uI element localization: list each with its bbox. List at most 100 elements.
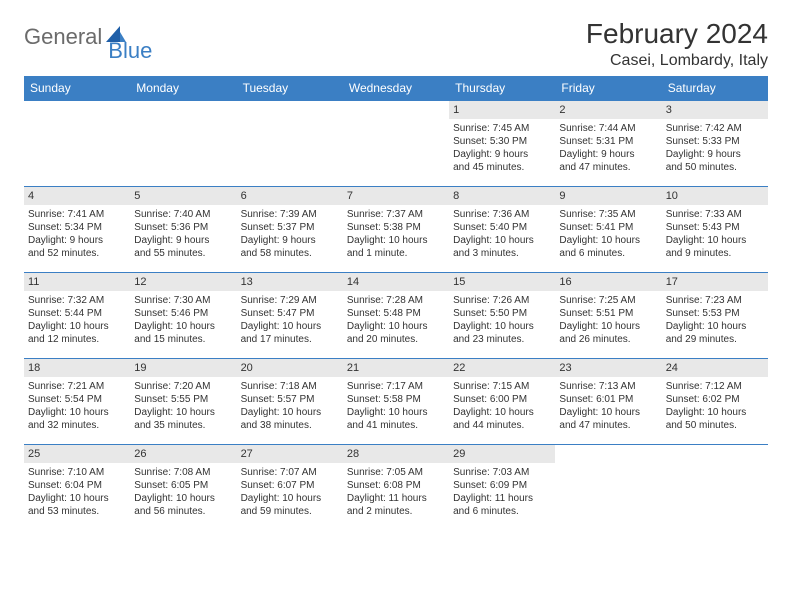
calendar-cell: 20Sunrise: 7:18 AMSunset: 5:57 PMDayligh… [237, 359, 343, 445]
day-header: Tuesday [237, 76, 343, 101]
daylight-text: and 56 minutes. [134, 505, 232, 518]
calendar-cell: 15Sunrise: 7:26 AMSunset: 5:50 PMDayligh… [449, 273, 555, 359]
daylight-text: Daylight: 11 hours [453, 492, 551, 505]
calendar-week-row: 25 Sunrise: 7:10 AMSunset: 6:04 PM Dayligh… [24, 445, 768, 531]
day-number: 6 [237, 187, 343, 205]
sunset-text: Sunset: 5:47 PM [241, 307, 339, 320]
sunrise-text: Sunrise: 7:39 AM [241, 208, 339, 221]
daylight-text: and 50 minutes. [666, 419, 764, 432]
calendar-cell: 4Sunrise: 7:41 AMSunset: 5:34 PMDaylight… [24, 187, 130, 273]
daylight-text: and 26 minutes. [559, 333, 657, 346]
daylight-text: Daylight: 9 hours [453, 148, 551, 161]
sunrise-text: Sunrise: 7:30 AM [134, 294, 232, 307]
sunrise-text: Sunrise: 7:15 AM [453, 380, 551, 393]
daylight-text: and 50 minutes. [666, 161, 764, 174]
calendar-cell: 27Sunrise: 7:07 AMSunset: 6:07 PMDayligh… [237, 445, 343, 531]
sunset-text: Sunset: 6:04 PM [28, 479, 126, 492]
sunset-text: Sunset: 5:37 PM [241, 221, 339, 234]
day-number: 22 [449, 359, 555, 377]
day-number: 25 [24, 445, 130, 463]
sunrise-text: Sunrise: 7:10 AM [28, 466, 126, 479]
calendar-cell [662, 445, 768, 531]
sunset-text: Sunset: 5:46 PM [134, 307, 232, 320]
calendar-body: 1Sunrise: 7:45 AMSunset: 5:30 PMDaylight… [24, 101, 768, 531]
daylight-text: Daylight: 10 hours [666, 234, 764, 247]
sunset-text: Sunset: 5:36 PM [134, 221, 232, 234]
logo: General Blue [24, 18, 172, 50]
calendar-cell: 14Sunrise: 7:28 AMSunset: 5:48 PMDayligh… [343, 273, 449, 359]
calendar-cell: 23Sunrise: 7:13 AMSunset: 6:01 PMDayligh… [555, 359, 661, 445]
daylight-text: Daylight: 10 hours [241, 492, 339, 505]
calendar-cell: 21Sunrise: 7:17 AMSunset: 5:58 PMDayligh… [343, 359, 449, 445]
calendar-cell: 29Sunrise: 7:03 AMSunset: 6:09 PMDayligh… [449, 445, 555, 531]
title-block: February 2024 Casei, Lombardy, Italy [586, 18, 768, 70]
daylight-text: and 23 minutes. [453, 333, 551, 346]
daylight-text: Daylight: 10 hours [28, 406, 126, 419]
sunset-text: Sunset: 6:02 PM [666, 393, 764, 406]
sunset-text: Sunset: 6:00 PM [453, 393, 551, 406]
sunrise-text: Sunrise: 7:36 AM [453, 208, 551, 221]
day-number: 1 [449, 101, 555, 119]
calendar-cell: 7Sunrise: 7:37 AMSunset: 5:38 PMDaylight… [343, 187, 449, 273]
day-number: 2 [555, 101, 661, 119]
daylight-text: Daylight: 11 hours [347, 492, 445, 505]
day-header: Friday [555, 76, 661, 101]
day-number: 12 [130, 273, 236, 291]
calendar-cell: 3Sunrise: 7:42 AMSunset: 5:33 PMDaylight… [662, 101, 768, 187]
calendar-week-row: 4Sunrise: 7:41 AMSunset: 5:34 PMDaylight… [24, 187, 768, 273]
calendar-cell: 16Sunrise: 7:25 AMSunset: 5:51 PMDayligh… [555, 273, 661, 359]
sunset-text: Sunset: 5:50 PM [453, 307, 551, 320]
daylight-text: Daylight: 10 hours [559, 320, 657, 333]
daylight-text: and 59 minutes. [241, 505, 339, 518]
calendar-cell: 1Sunrise: 7:45 AMSunset: 5:30 PMDaylight… [449, 101, 555, 187]
sunset-text: Sunset: 6:01 PM [559, 393, 657, 406]
day-header: Sunday [24, 76, 130, 101]
daylight-text: Daylight: 9 hours [241, 234, 339, 247]
calendar-cell [130, 101, 236, 187]
sunset-text: Sunset: 5:30 PM [453, 135, 551, 148]
day-number: 14 [343, 273, 449, 291]
calendar-week-row: 11Sunrise: 7:32 AMSunset: 5:44 PMDayligh… [24, 273, 768, 359]
calendar-cell: 26Sunrise: 7:08 AMSunset: 6:05 PMDayligh… [130, 445, 236, 531]
daylight-text: Daylight: 10 hours [241, 406, 339, 419]
sunrise-text: Sunrise: 7:26 AM [453, 294, 551, 307]
day-number: 27 [237, 445, 343, 463]
calendar-cell: 13Sunrise: 7:29 AMSunset: 5:47 PMDayligh… [237, 273, 343, 359]
day-number: 11 [24, 273, 130, 291]
daylight-text: and 52 minutes. [28, 247, 126, 260]
sunrise-text: Sunrise: 7:28 AM [347, 294, 445, 307]
day-header: Saturday [662, 76, 768, 101]
sunset-text: Sunset: 5:43 PM [666, 221, 764, 234]
sunset-text: Sunset: 5:41 PM [559, 221, 657, 234]
sunrise-text: Sunrise: 7:18 AM [241, 380, 339, 393]
day-number: 24 [662, 359, 768, 377]
day-number: 19 [130, 359, 236, 377]
daylight-text: Daylight: 9 hours [559, 148, 657, 161]
calendar-cell: 10Sunrise: 7:33 AMSunset: 5:43 PMDayligh… [662, 187, 768, 273]
day-header: Thursday [449, 76, 555, 101]
daylight-text: and 6 minutes. [559, 247, 657, 260]
daylight-text: and 15 minutes. [134, 333, 232, 346]
day-number: 23 [555, 359, 661, 377]
sunrise-text: Sunrise: 7:42 AM [666, 122, 764, 135]
daylight-text: and 53 minutes. [28, 505, 126, 518]
daylight-text: and 55 minutes. [134, 247, 232, 260]
day-number: 15 [449, 273, 555, 291]
sunset-text: Sunset: 6:09 PM [453, 479, 551, 492]
calendar-cell: 24Sunrise: 7:12 AMSunset: 6:02 PMDayligh… [662, 359, 768, 445]
daylight-text: Daylight: 10 hours [666, 320, 764, 333]
sunrise-text: Sunrise: 7:25 AM [559, 294, 657, 307]
sunset-text: Sunset: 5:54 PM [28, 393, 126, 406]
daylight-text: and 1 minute. [347, 247, 445, 260]
day-header: Wednesday [343, 76, 449, 101]
calendar-cell [555, 445, 661, 531]
daylight-text: Daylight: 10 hours [347, 320, 445, 333]
sunset-text: Sunset: 6:08 PM [347, 479, 445, 492]
sunrise-text: Sunrise: 7:07 AM [241, 466, 339, 479]
sunrise-text: Sunrise: 7:40 AM [134, 208, 232, 221]
daylight-text: Daylight: 10 hours [241, 320, 339, 333]
calendar-cell [24, 101, 130, 187]
calendar-cell: 9Sunrise: 7:35 AMSunset: 5:41 PMDaylight… [555, 187, 661, 273]
sunset-text: Sunset: 5:33 PM [666, 135, 764, 148]
day-number: 17 [662, 273, 768, 291]
